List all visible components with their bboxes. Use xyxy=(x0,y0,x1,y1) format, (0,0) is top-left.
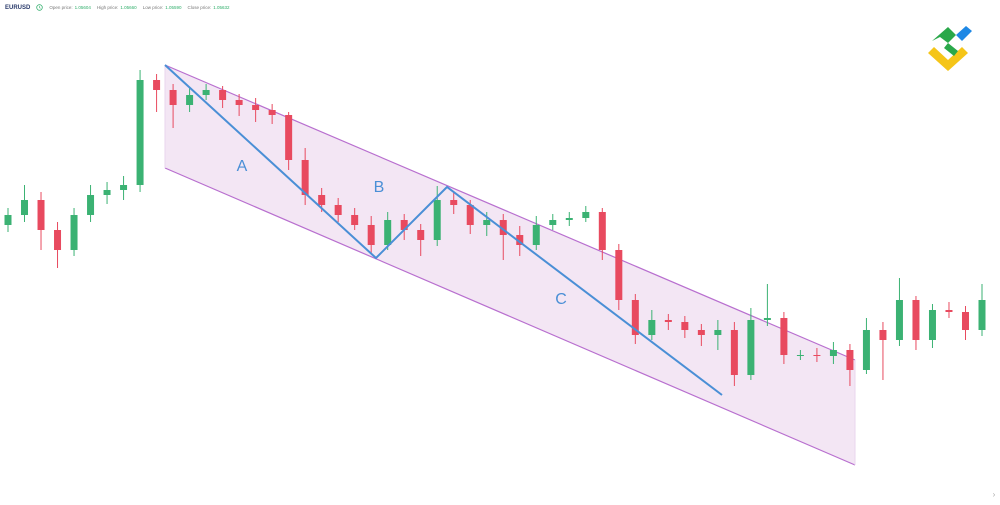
candle-body xyxy=(895,300,903,340)
candle-body xyxy=(664,320,672,322)
channel-upper xyxy=(164,64,856,361)
candle-body xyxy=(103,190,111,195)
candle-body xyxy=(252,105,260,110)
field-value: 1.05632 xyxy=(213,5,230,10)
candle-body xyxy=(846,350,854,370)
candle-body xyxy=(516,235,524,245)
candle-body xyxy=(450,200,458,205)
candle-body xyxy=(334,205,342,215)
field-label: Low price: xyxy=(142,5,164,10)
candle-body xyxy=(169,90,177,105)
candle-body xyxy=(747,320,755,375)
candle-body xyxy=(301,160,309,195)
candle-body xyxy=(466,205,474,225)
candle-body xyxy=(631,300,639,335)
candle-body xyxy=(730,330,738,375)
price-field: Close price: 1.05632 xyxy=(187,5,229,10)
candle-body xyxy=(912,300,920,340)
candle-body xyxy=(202,90,210,95)
candle-body xyxy=(384,220,392,245)
candle-body xyxy=(532,225,540,245)
candle-body xyxy=(978,300,986,330)
candle-body xyxy=(87,195,95,215)
wave-label: B xyxy=(374,179,385,196)
candle-body xyxy=(697,330,705,335)
channel-lower xyxy=(164,167,856,466)
candle-body xyxy=(120,185,128,190)
price-field: High price: 1.05660 xyxy=(97,5,137,10)
candle-body xyxy=(219,90,227,100)
field-value: 1.05604 xyxy=(74,5,91,10)
candle-body xyxy=(879,330,887,340)
candle-body xyxy=(54,230,62,250)
candle-body xyxy=(499,220,507,235)
candle-body xyxy=(714,330,722,335)
candle-body xyxy=(681,322,689,330)
candle-body xyxy=(367,225,375,245)
candle-body xyxy=(483,220,491,225)
candle-body xyxy=(153,80,161,90)
candle-body xyxy=(945,310,953,312)
symbol: EURUSD xyxy=(5,4,31,11)
candle-body xyxy=(961,312,969,330)
wave-label: C xyxy=(555,291,567,308)
price-fields: Open price: 1.05604 High price: 1.05660 Low … xyxy=(49,5,229,10)
candle-body xyxy=(318,195,326,205)
price-field: Open price: 1.05604 xyxy=(49,5,91,10)
candle-body xyxy=(186,95,194,105)
channel-fill xyxy=(165,65,855,465)
candle-body xyxy=(549,220,557,225)
candle-body xyxy=(285,115,293,160)
candles xyxy=(4,70,986,386)
candle-body xyxy=(598,212,606,250)
field-label: High price: xyxy=(96,5,119,10)
candle-body xyxy=(351,215,359,225)
candle-body xyxy=(829,350,837,356)
candle-body xyxy=(400,220,408,230)
candle-body xyxy=(235,100,243,105)
abc-zigzag xyxy=(164,64,723,396)
candle-body xyxy=(417,230,425,240)
field-label: Close price: xyxy=(187,5,212,10)
candle-body xyxy=(70,215,78,250)
scroll-arrow[interactable]: › xyxy=(993,490,996,499)
candle-body xyxy=(582,212,590,218)
field-value: 1.05590 xyxy=(165,5,182,10)
candle-body xyxy=(37,200,45,230)
field-value: 1.05660 xyxy=(120,5,137,10)
logo xyxy=(928,26,972,71)
candle-body xyxy=(565,218,573,220)
candle-body xyxy=(136,80,144,185)
price-field: Low price: 1.05590 xyxy=(143,5,182,10)
candle-body xyxy=(928,310,936,340)
candle-body xyxy=(433,200,441,240)
header: EURUSD Open price: 1.05604 High price: 1.05… xyxy=(5,4,230,11)
candle-body xyxy=(763,318,771,320)
clock-icon xyxy=(36,4,44,11)
candle-body xyxy=(4,215,12,225)
candle-body xyxy=(615,250,623,300)
candle-body xyxy=(21,200,29,215)
wave-label: A xyxy=(237,158,248,175)
candle-body xyxy=(813,355,821,356)
candle-body xyxy=(862,330,870,370)
candle-body xyxy=(780,318,788,355)
field-label: Open price: xyxy=(49,5,73,10)
candle-body xyxy=(648,320,656,335)
candle-body xyxy=(796,355,804,356)
candle-body xyxy=(268,110,276,115)
